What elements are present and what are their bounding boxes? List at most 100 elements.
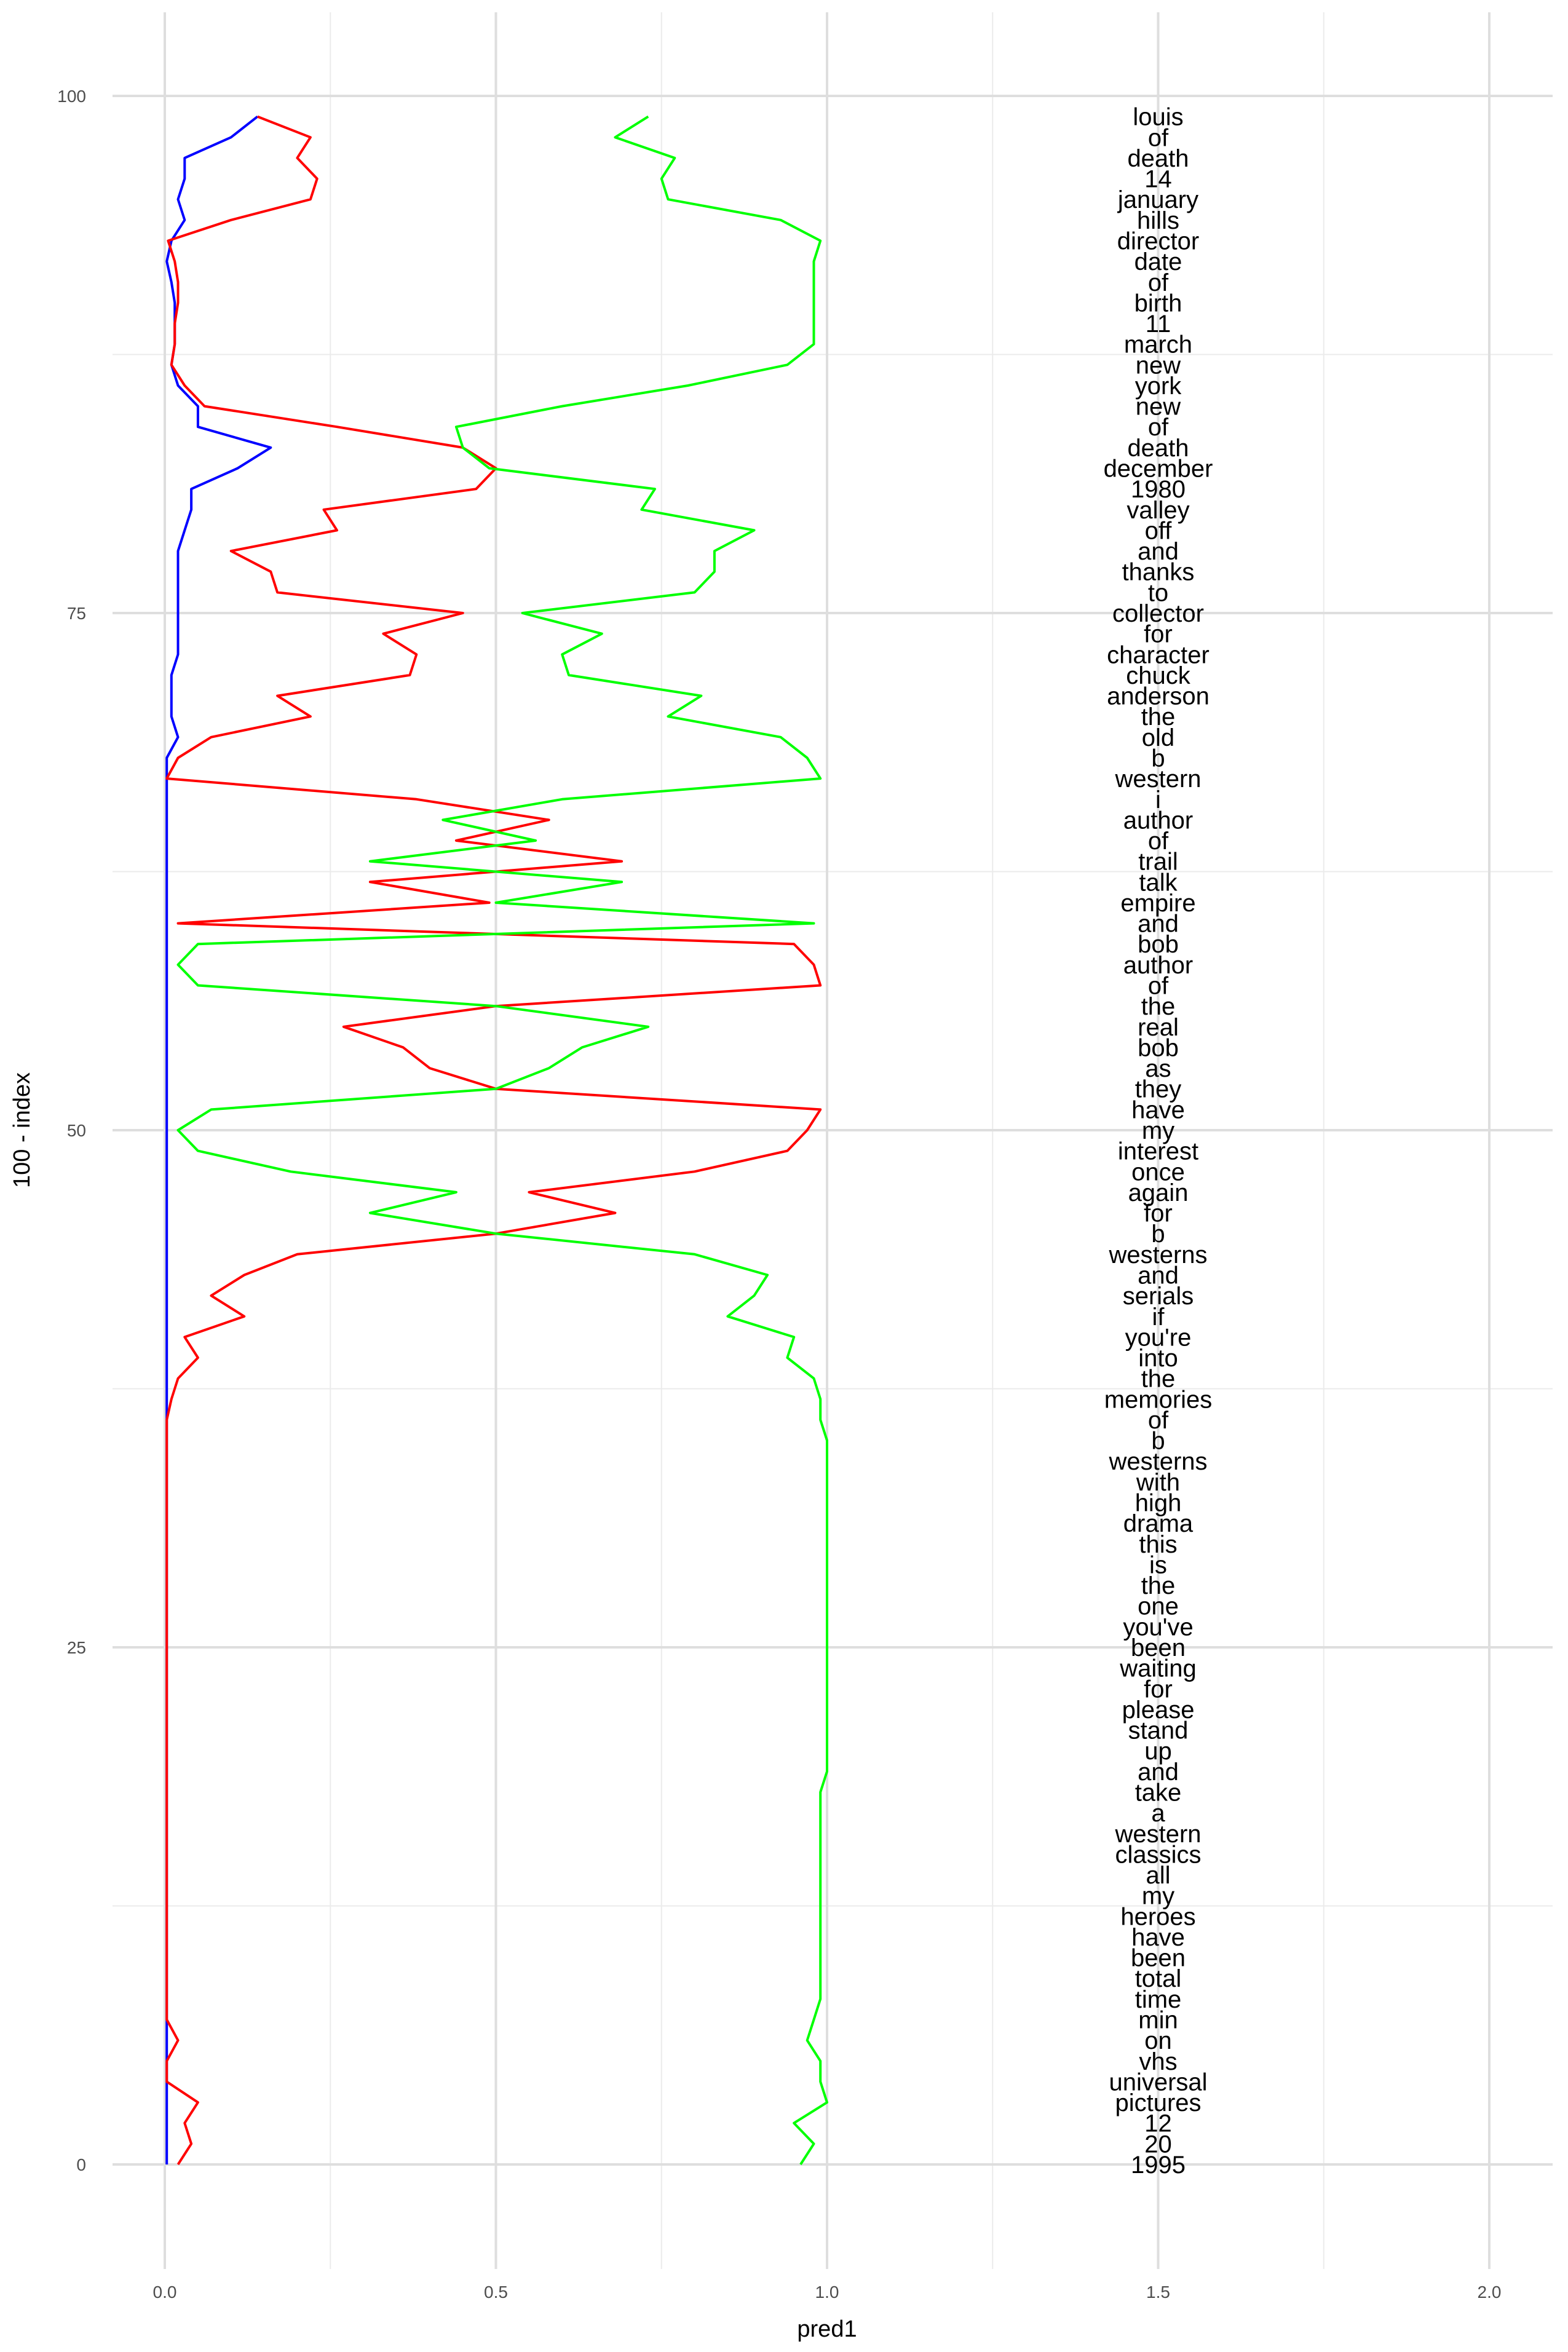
word-label: of — [1148, 414, 1169, 441]
word-label: author — [1123, 952, 1193, 979]
word-label: collector — [1112, 600, 1204, 627]
word-label: total — [1135, 1965, 1182, 1992]
word-label: b — [1151, 1428, 1165, 1455]
word-label: a — [1151, 1800, 1165, 1827]
word-label: drama — [1123, 1510, 1194, 1537]
series-lines — [165, 115, 828, 2166]
word-label: death — [1127, 145, 1189, 172]
word-label: thanks — [1122, 559, 1195, 586]
series-line-3 — [176, 115, 828, 2166]
word-label: anderson — [1107, 683, 1210, 710]
word-label: to — [1148, 579, 1168, 606]
word-label: december — [1104, 456, 1213, 483]
word-label: stand — [1128, 1717, 1189, 1744]
word-label: classics — [1115, 1841, 1201, 1868]
word-label: the — [1141, 1366, 1176, 1393]
word-label: please — [1122, 1697, 1195, 1724]
word-label: have — [1131, 1924, 1185, 1951]
word-label: author — [1123, 807, 1193, 834]
word-label: if — [1152, 1304, 1165, 1331]
word-label: with — [1136, 1469, 1180, 1496]
word-label: of — [1148, 973, 1169, 1000]
word-label: of — [1148, 1407, 1169, 1434]
word-label: old — [1142, 724, 1174, 751]
word-label: of — [1148, 124, 1169, 151]
word-label: date — [1134, 248, 1182, 275]
word-label: westerns — [1108, 1241, 1207, 1269]
word-label: talk — [1139, 869, 1178, 896]
word-label: vhs — [1139, 2048, 1177, 2075]
word-label: waiting — [1119, 1655, 1197, 1682]
word-label: character — [1107, 641, 1210, 668]
series-line-2 — [165, 115, 822, 2166]
x-tick-label: 2.0 — [1478, 2283, 1502, 2302]
word-label: new — [1136, 394, 1181, 421]
y-axis-title: 100 - index — [9, 1072, 35, 1188]
word-label: real — [1138, 1014, 1179, 1041]
word-label: i — [1155, 786, 1161, 814]
word-label: been — [1131, 1945, 1186, 1972]
word-label: chuck — [1126, 662, 1190, 689]
word-label: all — [1146, 1862, 1170, 1889]
word-label: universal — [1109, 2069, 1207, 2096]
word-label: is — [1149, 1551, 1167, 1578]
word-label: 20 — [1144, 2131, 1172, 2158]
word-label: director — [1117, 228, 1199, 255]
word-label: memories — [1104, 1386, 1213, 1413]
word-label: 1980 — [1131, 476, 1186, 503]
word-label: 14 — [1144, 166, 1172, 193]
word-label: western — [1114, 1821, 1201, 1848]
word-label: valley — [1127, 497, 1189, 524]
word-label: and — [1138, 911, 1179, 938]
word-label: take — [1135, 1779, 1182, 1806]
word-label: and — [1138, 1759, 1179, 1786]
word-label: been — [1131, 1634, 1186, 1661]
word-label: you've — [1123, 1614, 1193, 1641]
word-label: empire — [1120, 890, 1195, 917]
word-label: western — [1114, 766, 1201, 793]
word-label: high — [1135, 1490, 1182, 1517]
word-label: one — [1138, 1593, 1179, 1620]
word-label: bob — [1138, 931, 1179, 958]
word-label: hills — [1137, 207, 1179, 234]
word-label: bob — [1138, 1034, 1179, 1061]
word-label: of — [1148, 828, 1169, 855]
word-label: westerns — [1108, 1448, 1207, 1475]
word-label: they — [1135, 1076, 1182, 1103]
word-label: again — [1128, 1179, 1189, 1206]
word-label: january — [1117, 186, 1198, 213]
word-label: interest — [1118, 1138, 1198, 1165]
word-label: my — [1142, 1117, 1174, 1144]
word-label: the — [1141, 1572, 1176, 1599]
word-label: trail — [1138, 849, 1178, 876]
word-label: for — [1144, 1200, 1173, 1227]
y-tick-label: 25 — [67, 1638, 86, 1657]
word-label: 11 — [1146, 311, 1171, 338]
word-label: pictures — [1115, 2089, 1201, 2116]
word-label: serials — [1123, 1283, 1194, 1310]
word-label: my — [1142, 1883, 1174, 1910]
word-label: new — [1136, 352, 1181, 379]
word-label: 12 — [1144, 2110, 1172, 2137]
word-label: louis — [1133, 104, 1183, 131]
y-tick-label: 100 — [57, 87, 86, 106]
word-label: as — [1145, 1055, 1171, 1082]
x-tick-label: 0.0 — [153, 2283, 177, 2302]
word-label: for — [1144, 621, 1173, 648]
word-label: up — [1144, 1738, 1172, 1765]
word-label: birth — [1134, 290, 1182, 317]
word-label: of — [1148, 269, 1169, 296]
word-label: into — [1138, 1345, 1178, 1372]
x-tick-label: 1.5 — [1146, 2283, 1170, 2302]
word-label: b — [1151, 745, 1165, 772]
word-label: york — [1135, 373, 1182, 400]
tick-labels: 0.0 0.5 1.0 1.5 2.0 0 25 50 75 100 — [57, 87, 1501, 2302]
word-label: b — [1151, 1221, 1165, 1248]
word-label: you're — [1125, 1324, 1192, 1351]
word-label: 1995 — [1131, 2152, 1186, 2179]
x-axis-title: pred1 — [797, 2316, 857, 2342]
y-tick-label: 0 — [76, 2155, 86, 2174]
word-label: once — [1131, 1158, 1185, 1186]
word-label: and — [1138, 538, 1179, 565]
